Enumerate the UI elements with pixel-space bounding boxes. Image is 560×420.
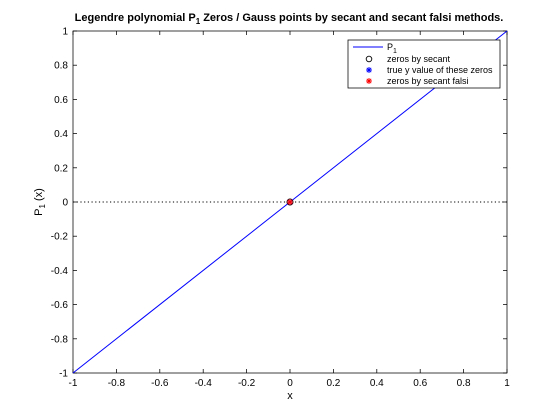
y-axis-label-main: P	[33, 208, 45, 215]
legend-label-true-y: true y value of these zeros	[387, 65, 493, 75]
y-tick-label: -0.2	[51, 232, 69, 243]
chart-title-sub: 1	[196, 17, 201, 26]
chart-title-main: Legendre polynomial P	[75, 12, 196, 24]
legend-swatch-secant	[365, 55, 373, 63]
x-tick-label: -1	[69, 378, 78, 389]
x-axis-label: x	[287, 390, 293, 402]
legend-label-p1-main: P	[387, 42, 393, 52]
legend-label-secant-falsi: zeros by secant falsi	[387, 76, 469, 86]
legend-label-secant: zeros by secant	[387, 54, 451, 64]
x-tick-label: 0.2	[326, 378, 340, 389]
x-tick-label: -0.8	[108, 378, 126, 389]
chart-title: Legendre polynomial P1 Zeros / Gauss poi…	[75, 12, 504, 26]
y-axis-label-sub: 1	[38, 203, 47, 208]
x-tick-label: 0.6	[413, 378, 427, 389]
y-tick-label: 0.8	[54, 61, 68, 72]
y-tick-label: 0.4	[54, 129, 68, 140]
y-tick-label: 0.6	[54, 95, 68, 106]
x-tick-label: 0	[287, 378, 293, 389]
legend-label-p1: P1	[387, 42, 397, 55]
legend-swatch-true-y	[366, 67, 372, 73]
legend-swatch-secant-falsi	[366, 78, 372, 84]
x-tick-label: 0.8	[457, 378, 471, 389]
axis-ticks: -1 -0.8 -0.6 -0.4 -0.2 0 0.2 0.4 0.6 0.8 1 -1 -0.8 -0…	[51, 27, 510, 390]
y-tick-label: -0.4	[51, 266, 69, 277]
y-tick-label: -0.8	[51, 334, 69, 345]
legend: P1 zeros by secant true y value of these…	[347, 39, 501, 89]
x-tick-label: -0.4	[195, 378, 213, 389]
x-tick-label: -0.2	[238, 378, 256, 389]
marker-zero-secant-falsi	[287, 199, 293, 205]
y-tick-label: -1	[59, 369, 68, 380]
y-tick-label: 0	[62, 198, 68, 209]
legend-box	[347, 39, 501, 89]
chart-title-rest: Zeros / Gauss points by secant and secan…	[200, 12, 503, 24]
y-axis-label: P1 (x)	[33, 188, 47, 216]
legend-label-p1-sub: 1	[393, 48, 397, 55]
y-axis-label-rest: (x)	[33, 188, 45, 201]
x-tick-label: 1	[504, 378, 510, 389]
y-tick-label: -0.6	[51, 300, 69, 311]
x-tick-label: -0.6	[151, 378, 169, 389]
y-tick-label: 1	[62, 27, 68, 38]
y-tick-label: 0.2	[54, 163, 68, 174]
x-tick-label: 0.4	[370, 378, 384, 389]
